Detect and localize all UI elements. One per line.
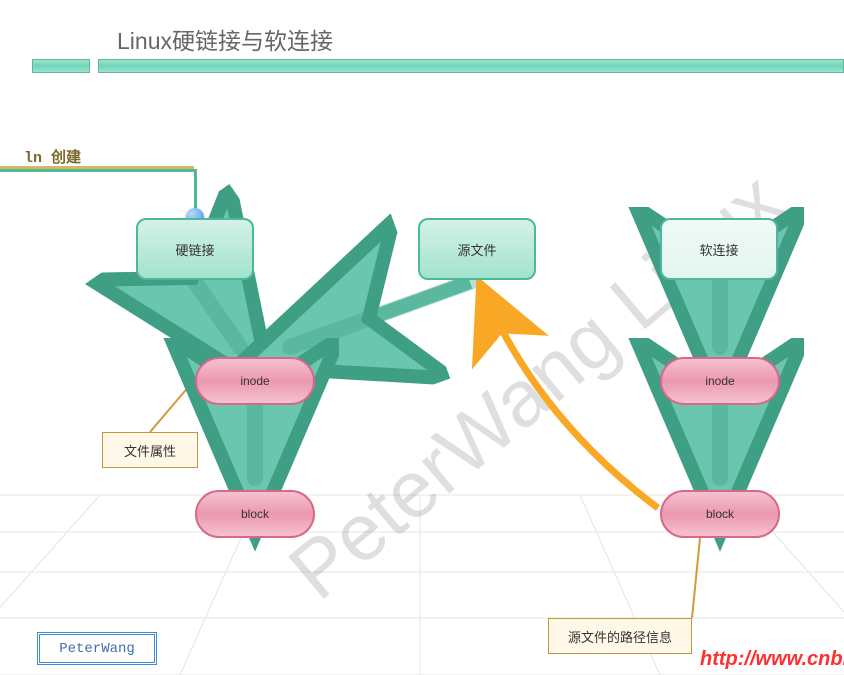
signature-text: PeterWang xyxy=(59,641,135,657)
node-label: block xyxy=(706,507,734,521)
label-fileattr: 文件属性 xyxy=(102,432,198,468)
label-pathinfo: 源文件的路径信息 xyxy=(548,618,692,654)
title-bar-short xyxy=(32,59,90,73)
title-bar-long xyxy=(98,59,844,73)
tape-horz xyxy=(0,169,194,172)
node-hardlink: 硬链接 xyxy=(136,218,254,280)
node-softlink: 软连接 xyxy=(660,218,778,280)
label-connectors xyxy=(0,0,844,675)
label-text: 源文件的路径信息 xyxy=(568,627,672,646)
node-source: 源文件 xyxy=(418,218,536,280)
node-label: 硬链接 xyxy=(175,240,214,259)
node-inode-1: inode xyxy=(195,357,315,405)
node-label: block xyxy=(241,507,269,521)
node-label: inode xyxy=(705,374,734,388)
node-inode-2: inode xyxy=(660,357,780,405)
node-block-1: block xyxy=(195,490,315,538)
node-label: 软连接 xyxy=(699,240,738,259)
node-block-2: block xyxy=(660,490,780,538)
source-url: http://www.cnbl xyxy=(700,648,844,671)
signature-box: PeterWang xyxy=(37,632,157,665)
page-title: Linux硬链接与软连接 xyxy=(117,22,333,56)
background-grid xyxy=(0,0,844,675)
subtitle-ln: ln 创建 xyxy=(24,146,81,167)
node-label: 源文件 xyxy=(457,240,496,259)
node-label: inode xyxy=(240,374,269,388)
label-text: 文件属性 xyxy=(124,441,176,460)
arrows-layer xyxy=(0,0,844,675)
